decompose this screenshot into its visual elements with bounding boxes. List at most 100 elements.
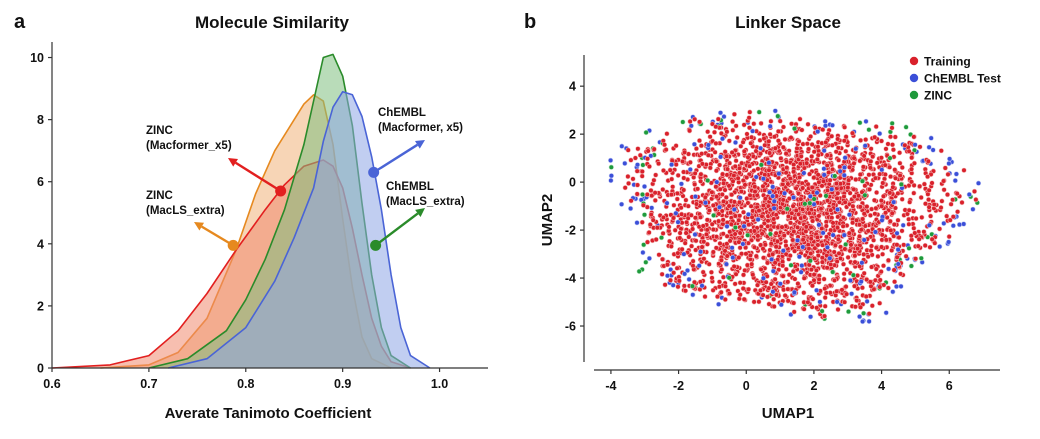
chart-b-xtick-label: 6 — [946, 379, 953, 393]
training-point — [779, 224, 785, 230]
training-point — [843, 291, 850, 297]
test-point — [689, 283, 696, 289]
training-point — [834, 195, 840, 201]
training-point — [786, 272, 792, 278]
training-point — [747, 252, 754, 258]
training-point — [878, 198, 885, 204]
annotation-arrow-line — [373, 143, 419, 174]
series-line-3 — [168, 90, 431, 369]
annotation-label-line1: ZINC — [146, 190, 173, 202]
test-point — [794, 237, 801, 243]
chart-b-xtick-label: -4 — [605, 379, 616, 393]
training-point — [889, 210, 895, 216]
test-point — [767, 123, 773, 129]
test-point — [675, 219, 681, 225]
training-point — [765, 218, 771, 224]
training-point — [710, 226, 716, 233]
training-point — [716, 211, 722, 217]
training-point — [896, 234, 902, 241]
training-point — [747, 109, 753, 115]
chembl-point — [641, 212, 648, 218]
training-point — [873, 123, 879, 130]
training-point — [835, 190, 841, 196]
training-point — [902, 142, 908, 148]
training-point — [877, 171, 883, 177]
training-point — [699, 244, 705, 250]
training-point — [704, 217, 710, 223]
test-point — [879, 167, 885, 173]
chembl-point — [608, 164, 614, 170]
training-point — [648, 187, 654, 194]
training-point — [804, 141, 810, 147]
training-point — [820, 178, 827, 184]
test-point — [814, 190, 820, 196]
zinc-point — [634, 162, 641, 168]
chart-b-xtick-label: 0 — [743, 379, 750, 393]
training-point — [787, 253, 793, 259]
training-point — [755, 166, 761, 172]
training-point — [790, 203, 796, 209]
training-point — [720, 217, 726, 223]
annotation-label-line1: ChEMBL — [378, 107, 426, 119]
training-point — [634, 168, 640, 174]
training-point — [701, 256, 707, 262]
chembl-point — [649, 205, 655, 211]
test-point — [673, 210, 679, 216]
training-point — [716, 284, 723, 290]
training-point — [751, 121, 757, 127]
training-point — [659, 256, 666, 262]
chart-b-ytick-label: -2 — [565, 224, 576, 238]
training-point — [856, 222, 863, 228]
annotation-arrowhead — [228, 158, 239, 167]
chart-b-ytick-label: 2 — [569, 128, 576, 142]
training-point — [745, 286, 752, 292]
training-point — [811, 277, 817, 283]
training-point — [926, 204, 932, 210]
training-point — [889, 125, 895, 131]
training-point — [668, 243, 674, 249]
training-point — [907, 199, 913, 205]
training-point — [880, 193, 887, 199]
legend-label: ZINC — [924, 89, 952, 103]
training-point — [727, 238, 733, 244]
training-point — [646, 229, 652, 236]
training-point — [929, 180, 935, 186]
training-point — [883, 146, 889, 152]
training-point — [677, 230, 683, 236]
training-point — [857, 204, 863, 210]
training-point — [889, 247, 895, 253]
chembl-point — [627, 205, 634, 212]
training-point — [749, 261, 755, 267]
chembl-point — [717, 110, 724, 116]
test-point — [781, 190, 788, 196]
training-point — [724, 253, 730, 259]
test-point — [791, 289, 798, 295]
test-point — [847, 277, 854, 284]
training-point — [828, 207, 834, 213]
zinc-point — [772, 108, 778, 114]
training-point — [791, 229, 797, 235]
training-point — [732, 163, 738, 169]
training-point — [895, 190, 901, 196]
training-point — [871, 286, 877, 292]
training-point — [718, 257, 725, 263]
training-point — [939, 198, 945, 204]
training-point — [745, 154, 751, 160]
training-point — [772, 276, 778, 282]
chart-a-xtick-label: 0.6 — [43, 377, 60, 391]
chart-b-ytick-label: 4 — [569, 80, 576, 94]
training-point — [768, 118, 774, 124]
training-point — [870, 154, 876, 160]
training-point — [824, 152, 830, 158]
annotation-label-line2: (Macformer, x5) — [378, 122, 463, 134]
training-point — [836, 250, 842, 256]
test-point — [799, 263, 805, 269]
test-point — [861, 237, 867, 243]
training-point — [792, 263, 799, 269]
training-point — [733, 123, 739, 129]
training-point — [973, 197, 979, 203]
chembl-point — [860, 310, 867, 316]
training-point — [635, 146, 641, 152]
training-point — [839, 287, 845, 293]
training-point — [941, 187, 947, 193]
